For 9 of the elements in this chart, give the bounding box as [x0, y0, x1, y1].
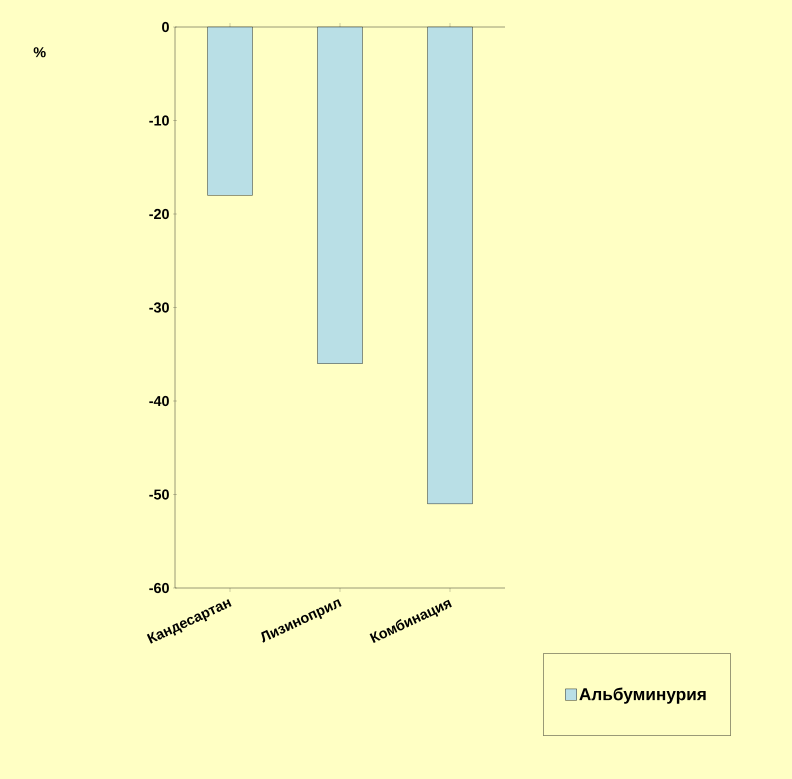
y-tick-label: -50 — [149, 489, 169, 500]
text: % — [34, 47, 46, 58]
y-tick-label: -40 — [149, 396, 169, 406]
y-tick-label: -10 — [149, 115, 169, 126]
y-tick-label: 0 — [162, 22, 169, 32]
legend-label: Альбуминурия — [579, 688, 706, 704]
y-tick-label: -20 — [149, 208, 169, 220]
y-tick-label: -60 — [149, 582, 169, 594]
y-tick-label: -30 — [149, 302, 169, 313]
